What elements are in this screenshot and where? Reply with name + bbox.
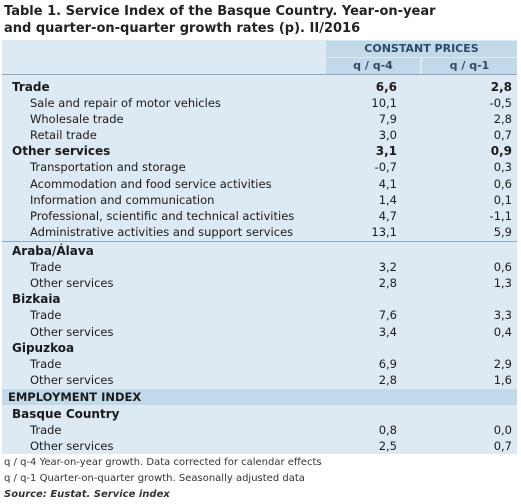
value-qoq: 2,8	[490, 80, 512, 94]
subcategory-row: Wholesale trade 7,9 2,8	[2, 111, 517, 127]
value-yoy: 3,1	[375, 144, 397, 158]
header-divider	[2, 74, 517, 75]
value-yoy: 6,9	[378, 357, 397, 371]
value-yoy: 1,4	[378, 193, 397, 207]
value-qoq: 3,3	[493, 308, 512, 322]
territory-heading: Bizkaia	[2, 291, 517, 307]
value-qoq: 1,3	[493, 276, 512, 290]
row-label: Bizkaia	[12, 292, 61, 306]
subcategory-row: Acommodation and food service activities…	[2, 176, 517, 192]
employment-row: Other services 2,5 0,7	[2, 438, 517, 454]
value-yoy: 7,9	[378, 112, 397, 126]
value-qoq: -1,1	[489, 209, 512, 223]
subcategory-row: Administrative activities and support se…	[2, 224, 517, 240]
row-label: Retail trade	[30, 128, 97, 142]
value-yoy: 3,4	[378, 325, 397, 339]
value-yoy: 0,8	[378, 423, 397, 437]
row-label: Administrative activities and support se…	[30, 225, 294, 239]
territory-row: Other services 2,8 1,3	[2, 275, 517, 291]
row-label: Acommodation and food service activities	[30, 177, 272, 191]
row-label: Sale and repair of motor vehicles	[30, 96, 221, 110]
table-body	[2, 40, 517, 454]
title-line-1: Table 1. Service Index of the Basque Cou…	[4, 4, 436, 19]
value-qoq: 0,6	[493, 260, 512, 274]
subcategory-row: Sale and repair of motor vehicles 10,1 -0,…	[2, 95, 517, 111]
value-yoy: 4,7	[378, 209, 397, 223]
subcategory-row: Professional, scientific and technical a…	[2, 208, 517, 224]
value-yoy: 6,6	[375, 80, 397, 94]
row-label: Professional, scientific and technical a…	[30, 209, 295, 223]
value-yoy: 4,1	[378, 177, 397, 191]
table-title: Table 1. Service Index of the Basque Cou…	[4, 3, 519, 37]
value-yoy: 3,0	[378, 128, 397, 142]
value-yoy: 7,6	[378, 308, 397, 322]
category-row: Other services 3,1 0,9	[2, 143, 517, 159]
row-label: Other services	[30, 325, 114, 339]
value-qoq: 2,9	[493, 357, 512, 371]
value-yoy: 3,2	[378, 260, 397, 274]
value-qoq: 0,7	[493, 439, 512, 453]
source-note: Source: Eustat. Service index	[4, 489, 170, 500]
employment-index-label: EMPLOYMENT INDEX	[8, 390, 142, 404]
value-yoy: 2,8	[378, 276, 397, 290]
subcategory-row: Retail trade 3,0 0,7	[2, 127, 517, 143]
value-yoy: 13,1	[371, 225, 397, 239]
value-yoy: 2,8	[378, 373, 397, 387]
row-label: Trade	[30, 423, 62, 437]
subcategory-row: Information and communication 1,4 0,1	[2, 192, 517, 208]
row-label: Other services	[30, 276, 114, 290]
employment-index-heading: EMPLOYMENT INDEX	[2, 389, 517, 405]
header-col-qoq: q / q-1	[422, 58, 517, 74]
value-qoq: 0,0	[493, 423, 512, 437]
value-qoq: 0,9	[490, 144, 512, 158]
value-qoq: 5,9	[493, 225, 512, 239]
note-qoq: q / q-1 Quarter-on-quarter growth. Seaso…	[4, 473, 305, 484]
value-yoy: 10,1	[371, 96, 397, 110]
value-yoy: 2,5	[378, 439, 397, 453]
territory-row: Other services 3,4 0,4	[2, 324, 517, 340]
row-label: Gipuzkoa	[12, 341, 75, 355]
value-qoq: 0,1	[493, 193, 512, 207]
row-label: Wholesale trade	[30, 112, 124, 126]
territory-heading: Gipuzkoa	[2, 340, 517, 356]
value-qoq: -0,5	[489, 96, 512, 110]
row-label: Basque Country	[12, 407, 120, 421]
territory-row: Trade 3,2 0,6	[2, 259, 517, 275]
row-label: Other services	[30, 439, 114, 453]
employment-row: Trade 0,8 0,0	[2, 422, 517, 438]
row-label: Transportation and storage	[30, 160, 186, 174]
territory-row: Trade 7,6 3,3	[2, 307, 517, 323]
row-label: Trade	[30, 308, 62, 322]
value-qoq: 2,8	[493, 112, 512, 126]
region-heading: Basque Country	[2, 406, 517, 422]
header-col-yoy: q / q-4	[326, 58, 420, 74]
value-qoq: 0,7	[493, 128, 512, 142]
row-label: Information and communication	[30, 193, 215, 207]
territory-row: Trade 6,9 2,9	[2, 356, 517, 372]
category-row: Trade 6,6 2,8	[2, 79, 517, 95]
row-label: Other services	[12, 144, 111, 158]
row-label: Trade	[30, 260, 62, 274]
section-divider	[2, 241, 517, 242]
value-qoq: 1,6	[493, 373, 512, 387]
title-line-2: and quarter-on-quarter growth rates (p).…	[4, 21, 361, 36]
row-label: Trade	[30, 357, 62, 371]
value-qoq: 0,4	[493, 325, 512, 339]
header-constant-prices: CONSTANT PRICES	[326, 41, 517, 57]
value-yoy: -0,7	[374, 160, 397, 174]
row-label: Araba/Álava	[12, 244, 94, 258]
value-qoq: 0,3	[493, 160, 512, 174]
row-label: Trade	[12, 80, 50, 94]
note-yoy: q / q-4 Year-on-year growth. Data correc…	[4, 457, 322, 468]
subcategory-row: Transportation and storage -0,7 0,3	[2, 159, 517, 175]
territory-row: Other services 2,8 1,6	[2, 372, 517, 388]
value-qoq: 0,6	[493, 177, 512, 191]
territory-heading: Araba/Álava	[2, 243, 517, 259]
row-label: Other services	[30, 373, 114, 387]
